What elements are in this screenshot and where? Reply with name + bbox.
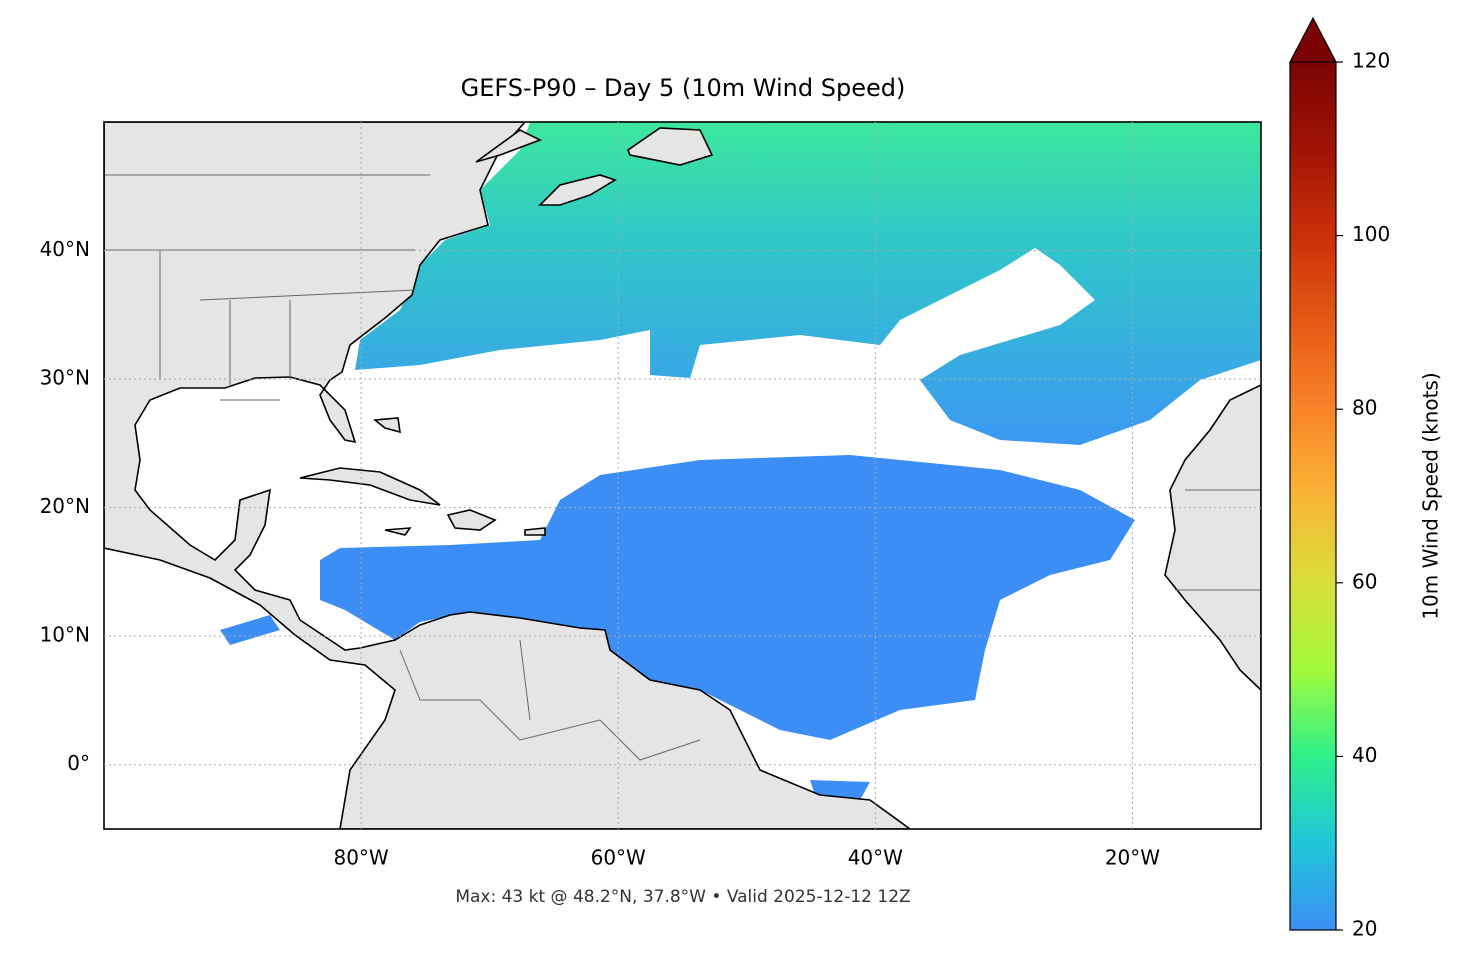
x-tick-label: 40°W [848,846,903,870]
y-tick-label: 40°N [40,237,90,261]
colorbar-tick-label: 100 [1352,222,1390,246]
land-canada-east [475,127,714,206]
map-frame [103,121,1262,830]
annotation: Max: 43 kt @ 48.2°N, 37.8°W • Valid 2025… [455,887,910,907]
y-tick-label: 10°N [40,623,90,647]
chart-title: GEFS-P90 – Day 5 (10m Wind Speed) [461,74,906,102]
y-tick-label: 20°N [40,494,90,518]
x-tick-label: 60°W [591,846,646,870]
wind-field-south [320,455,1135,740]
land-americas [104,122,912,829]
colorbar-tick-label: 40 [1352,743,1377,767]
colorbar-tick-label: 60 [1352,569,1377,593]
colorbar-tick-label: 80 [1352,396,1377,420]
colorbar [1289,61,1337,931]
borders [104,174,1261,761]
colorbar-label: 10m Wind Speed (knots) [1419,372,1443,619]
map [104,122,1261,829]
colorbar-extend [1289,16,1337,63]
x-tick-label: 20°W [1105,846,1160,870]
land-islands [299,417,546,536]
colorbar-tick-label: 120 [1352,49,1390,73]
y-tick-label: 30°N [40,366,90,390]
x-tick-label: 80°W [333,846,388,870]
wind-field-north [355,122,1261,445]
colorbar-tick-label: 20 [1352,917,1377,941]
land-africa [1164,384,1261,692]
y-tick-label: 0° [67,751,90,775]
